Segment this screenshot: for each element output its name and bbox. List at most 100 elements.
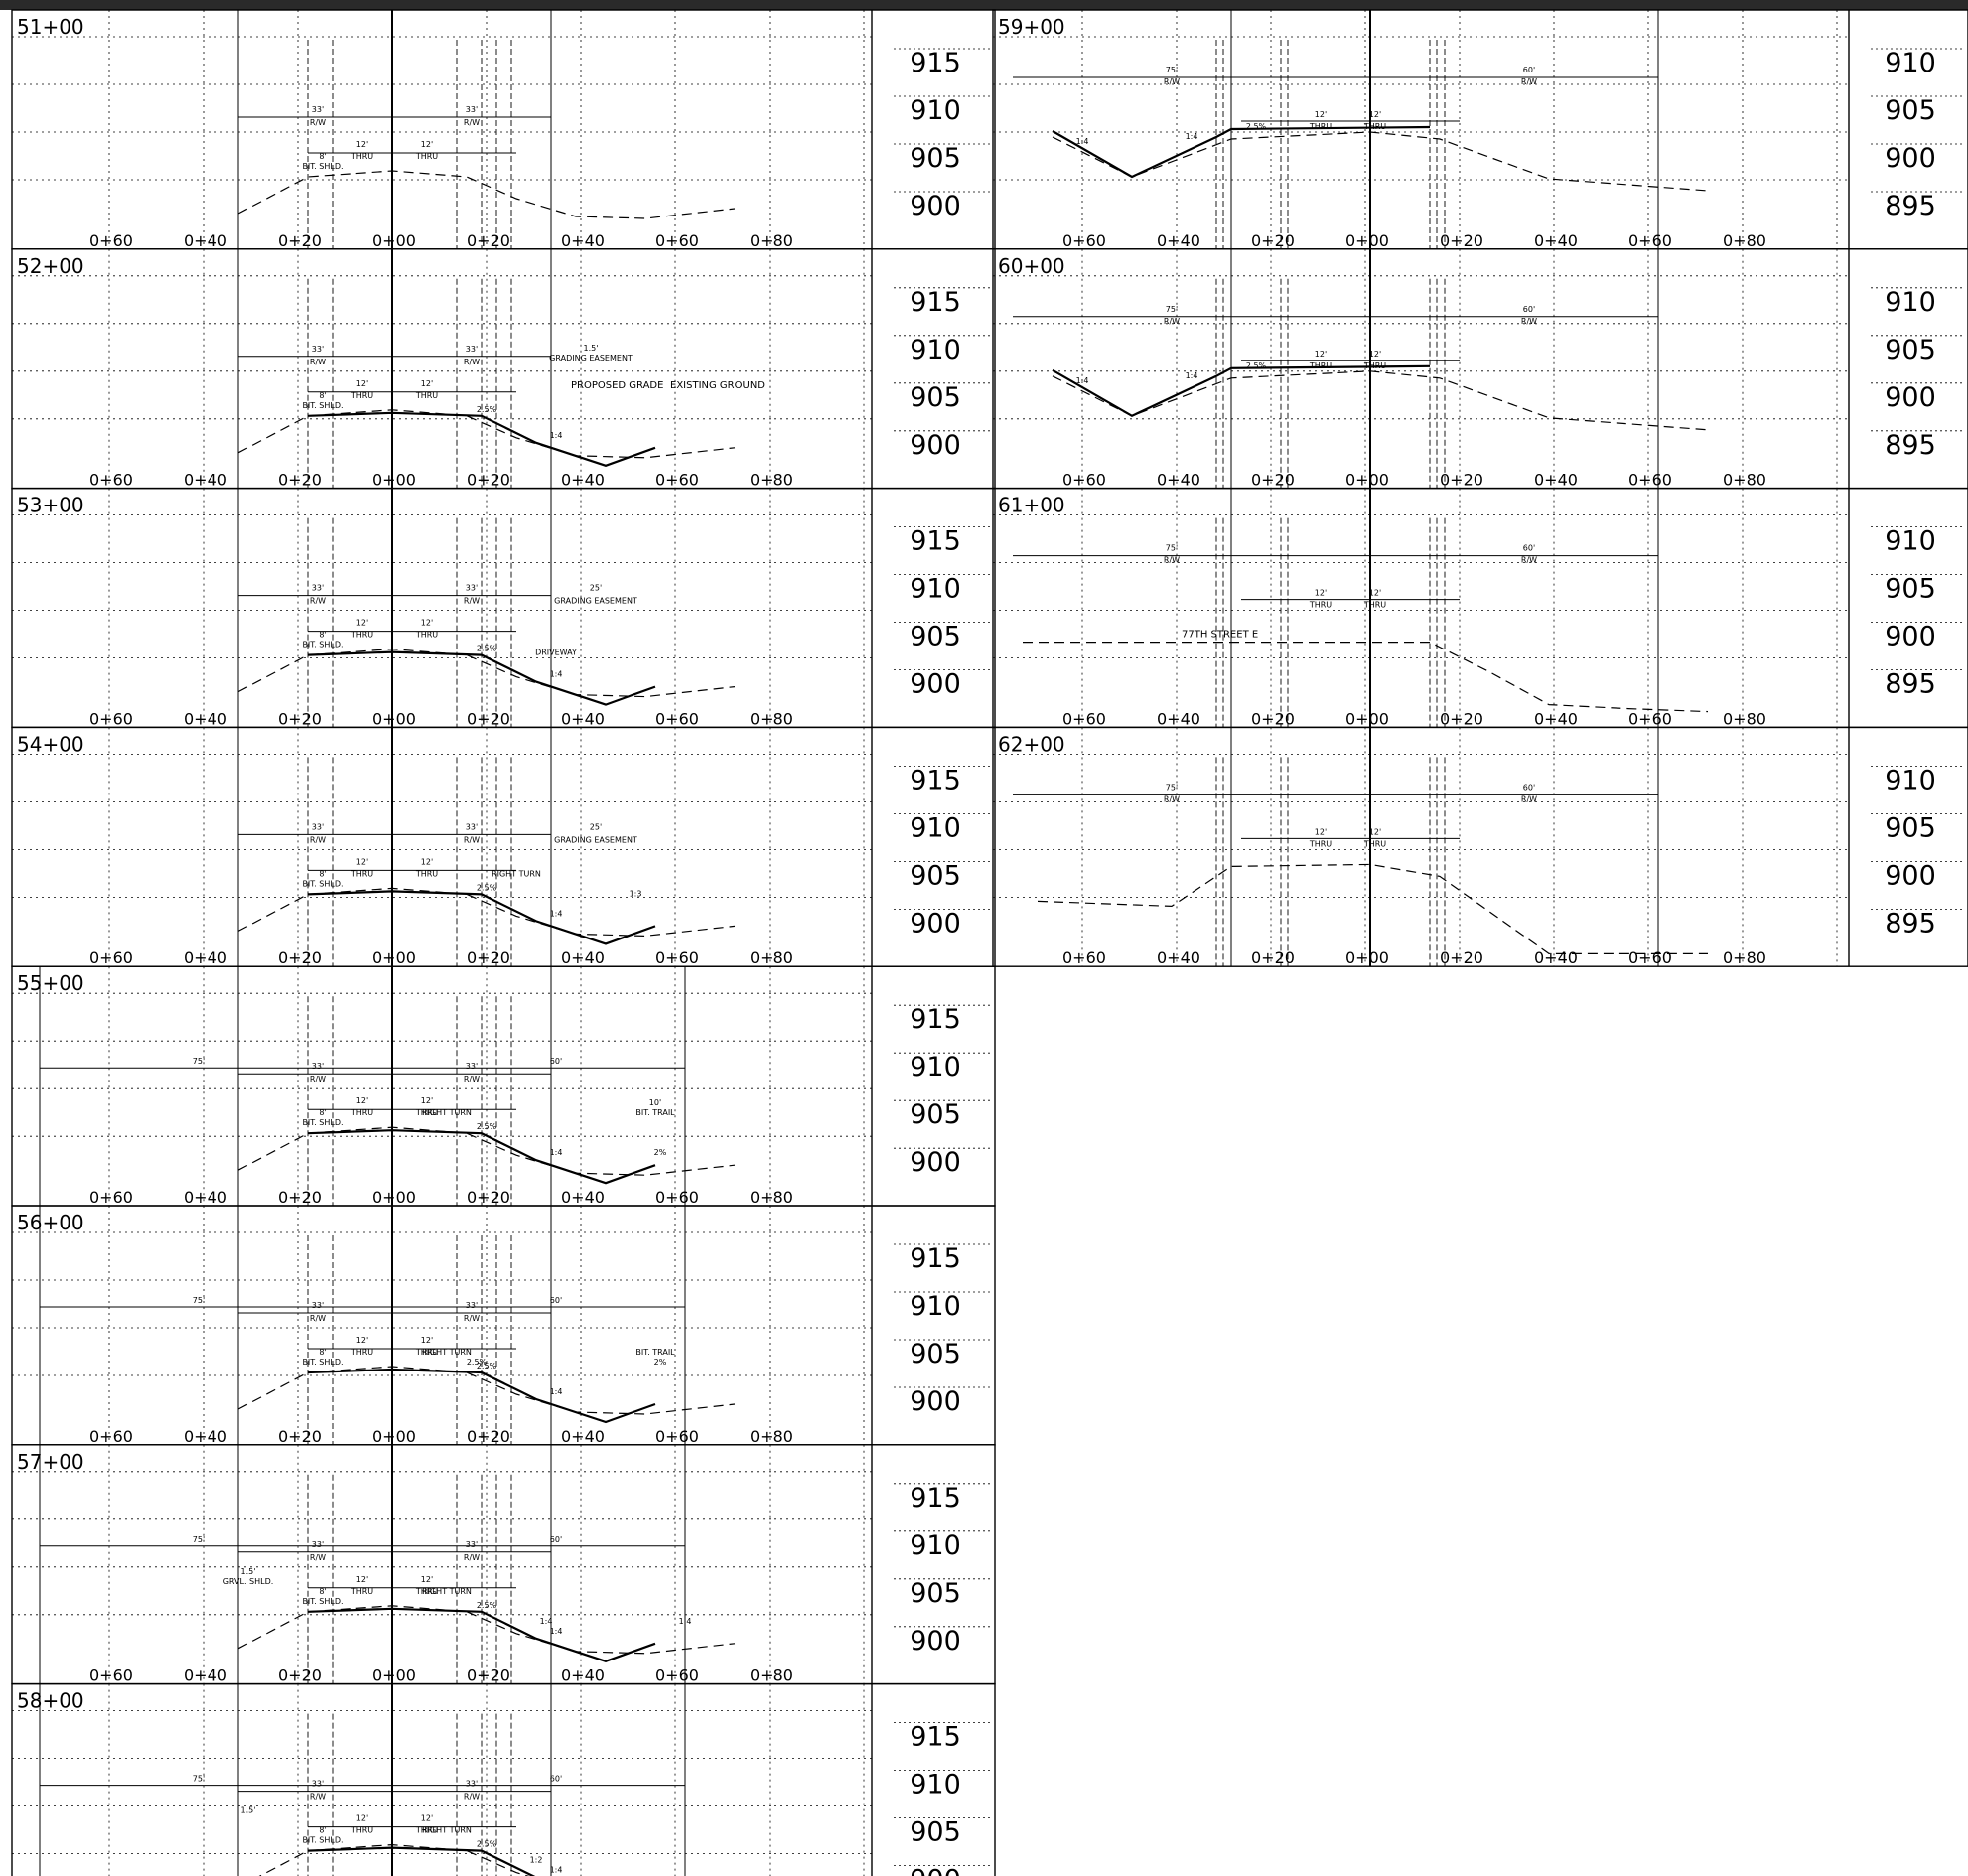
dim-label: THRU <box>1309 839 1332 848</box>
section-60-00: 60+00 910 905 900 895 0+60 0+40 0+20 0+00 0+20 0+4… <box>992 248 1968 490</box>
dim-label: 2.5% <box>1246 361 1267 370</box>
station-label: 62+00 <box>998 732 1065 756</box>
offset-tick-label: 0+60 <box>1062 231 1106 250</box>
existing-ground <box>1052 131 1709 192</box>
elevation-label: 910 <box>1885 765 1936 795</box>
offset-tick-label: 0+00 <box>1345 231 1389 250</box>
dim-label: 33' <box>466 822 478 831</box>
dim-label: 33' <box>466 1062 478 1071</box>
dim-label: 12' <box>1369 350 1381 359</box>
dim-label: RIGHT TURN <box>492 869 541 878</box>
elevation-label: 910 <box>910 1052 961 1082</box>
offset-tick-label: 0+40 <box>561 1666 605 1685</box>
dim-label: 75' <box>193 1535 205 1544</box>
dim-label: 60' <box>550 1057 562 1066</box>
offset-tick-label: 0+20 <box>278 1666 322 1685</box>
offset-tick-label: 0+20 <box>467 471 510 490</box>
section-border <box>992 726 1968 967</box>
dim-label: 2.5% <box>467 1358 488 1367</box>
dim-label: 8' <box>319 631 326 640</box>
dim-label: 75' <box>193 1057 205 1066</box>
dim-label: 8' <box>319 1108 326 1117</box>
proposed-grade <box>307 1368 656 1424</box>
offset-tick-label: 0+00 <box>372 709 416 728</box>
dim-label: 33' <box>466 1780 478 1789</box>
dim-label: THRU <box>1309 361 1332 370</box>
elevation-label: 900 <box>910 669 961 700</box>
offset-tick-label: 0+40 <box>561 471 605 490</box>
dim-label: 60' <box>1523 783 1535 792</box>
section-61-00: 61+00 910 905 900 895 0+60 0+40 0+20 0+00 0+20 0+4… <box>992 487 1968 728</box>
dim-label: 33' <box>466 105 478 114</box>
elevation-label: 900 <box>910 1626 961 1657</box>
dim-label: 1:4 <box>1186 132 1198 141</box>
dim-label: 60' <box>1523 544 1535 553</box>
offset-tick-label: 0+60 <box>89 709 133 728</box>
elevation-label: 905 <box>910 382 961 413</box>
dim-label: RIGHT TURN <box>422 1108 472 1117</box>
dim-label: 8' <box>319 1587 326 1596</box>
dim-label: THRU <box>351 1108 373 1117</box>
offset-tick-label: 0+40 <box>1157 948 1200 967</box>
offset-tick-label: 0+00 <box>372 1427 416 1446</box>
offset-tick-label: 0+60 <box>1628 948 1672 967</box>
offset-tick-label: 0+60 <box>89 471 133 490</box>
dim-label: R/W <box>310 1793 326 1802</box>
elevation-label: 905 <box>910 1339 961 1370</box>
dim-label: 1:4 <box>550 670 563 679</box>
dim-label: 12' <box>1315 827 1327 836</box>
dim-label: 60' <box>550 1535 562 1544</box>
station-label: 52+00 <box>17 254 84 278</box>
dim-label: 12' <box>1369 827 1381 836</box>
dim-label: 1:4 <box>1186 371 1198 380</box>
elevation-label: 915 <box>910 1483 961 1514</box>
proposed-grade <box>1052 125 1431 179</box>
offset-tick-label: 0+40 <box>184 1427 227 1446</box>
offset-tick-label: 0+00 <box>372 948 416 967</box>
dim-label: THRU <box>351 1826 373 1835</box>
dim-label: 33' <box>466 584 478 593</box>
station-label: 53+00 <box>17 494 84 517</box>
dim-label: 12' <box>421 1096 433 1105</box>
elevation-label: 900 <box>1885 860 1936 891</box>
elevation-label: 900 <box>1885 622 1936 652</box>
offset-tick-label: 0+80 <box>1723 231 1766 250</box>
dim-label: 2.5% <box>477 1601 497 1610</box>
proposed-grade <box>307 1129 656 1185</box>
dim-label: 1:3 <box>630 889 642 898</box>
proposed-grade <box>307 1846 536 1876</box>
offset-tick-label: 0+40 <box>561 231 605 250</box>
dim-label: 1.5' <box>584 344 599 353</box>
dim-label: 1:4 <box>550 1387 563 1396</box>
section-55-00: 55+00 915 910 905 900 0+60 0+40 0+20 0+00 0+20 0+4… <box>11 965 996 1207</box>
station-label: 59+00 <box>998 15 1065 39</box>
offset-tick-label: 0+60 <box>89 1427 133 1446</box>
offset-tick-label: 0+20 <box>467 948 510 967</box>
dim-label: R/W <box>464 1075 480 1083</box>
offset-tick-label: 0+00 <box>372 1188 416 1207</box>
dim-label: 2% <box>654 1148 667 1157</box>
dim-label: 33' <box>466 1301 478 1310</box>
existing-ground <box>1037 863 1708 955</box>
dim-label: 12' <box>356 1096 368 1105</box>
dim-label: 33' <box>312 1540 324 1549</box>
dim-label: 2.5% <box>477 405 497 414</box>
dim-label: 12' <box>1369 110 1381 119</box>
elevation-label: 895 <box>1885 191 1936 221</box>
section-border <box>11 487 996 729</box>
dim-label: 12' <box>421 1814 433 1823</box>
dim-label: THRU <box>415 1348 438 1357</box>
station-label: 61+00 <box>998 494 1065 517</box>
elevation-label: 905 <box>910 1817 961 1848</box>
elevation-label: 910 <box>1885 526 1936 557</box>
dim-label: 2.5% <box>477 1122 497 1131</box>
offset-tick-label: 0+00 <box>1345 471 1389 490</box>
dim-label: THRU <box>415 152 438 161</box>
section-border <box>11 965 996 1207</box>
dim-label: 25' <box>590 822 602 831</box>
offset-tick-label: 0+60 <box>1628 471 1672 490</box>
dim-label: RIGHT TURN <box>422 1826 472 1835</box>
dim-label: RIGHT TURN <box>422 1587 472 1596</box>
elevation-label: 915 <box>910 287 961 318</box>
